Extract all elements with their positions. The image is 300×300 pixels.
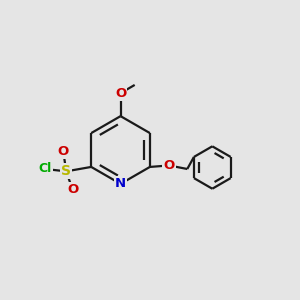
Text: O: O [115, 87, 126, 100]
Text: O: O [67, 183, 78, 196]
Text: Cl: Cl [38, 163, 52, 176]
Text: N: N [115, 177, 126, 190]
Text: O: O [164, 159, 175, 172]
Text: O: O [58, 145, 69, 158]
Text: S: S [61, 164, 71, 178]
